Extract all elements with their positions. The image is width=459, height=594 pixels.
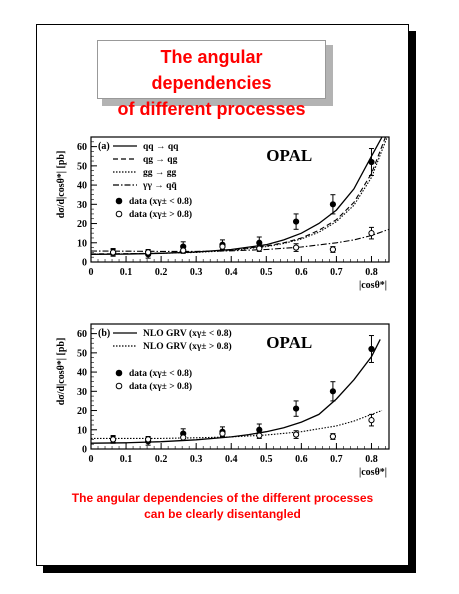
legend-label: qg → qg (143, 155, 178, 165)
x-tick-label: 0.5 (260, 267, 273, 278)
x-tick-label: 0 (89, 267, 94, 278)
x-tick-label: 0.6 (295, 267, 308, 278)
data-point (256, 432, 263, 439)
data-point (292, 431, 300, 438)
legend-label: NLO GRV (xγ± > 0.8) (143, 341, 232, 352)
title-line-2: of different processes (117, 99, 306, 119)
panel-label: (a) (98, 141, 110, 152)
legend-marker (115, 210, 123, 218)
x-tick-label: 0 (89, 454, 94, 465)
y-tick-label: 40 (77, 181, 87, 192)
experiment-label: OPAL (266, 146, 312, 165)
y-tick-label: 40 (77, 368, 87, 379)
data-point (180, 434, 187, 441)
x-tick-label: 0.7 (330, 454, 343, 465)
x-tick-label: 0.4 (225, 454, 238, 465)
legend-label: data (xγ± > 0.8) (129, 381, 192, 392)
legend-label: NLO GRV (xγ± < 0.8) (143, 328, 232, 339)
data-point (329, 201, 337, 208)
y-tick-label: 0 (82, 445, 87, 456)
x-tick-label: 0.5 (260, 454, 273, 465)
y-tick-label: 20 (77, 406, 87, 417)
series-line (90, 136, 387, 255)
data-point (219, 430, 226, 437)
data-point (109, 436, 117, 443)
data-point (329, 388, 337, 395)
legend-label: data (xγ± < 0.8) (129, 196, 192, 207)
y-tick-label: 60 (77, 329, 87, 340)
data-point (368, 158, 375, 166)
legend-label: qq → qq (143, 142, 179, 152)
x-tick-label: 0.2 (155, 454, 168, 465)
legend-label: data (xγ± > 0.8) (129, 209, 192, 220)
data-point (292, 405, 300, 412)
data-point (256, 245, 263, 252)
y-tick-label: 10 (77, 238, 87, 249)
x-tick-label: 0.4 (225, 267, 238, 278)
data-point (292, 218, 300, 225)
series-line (90, 136, 388, 255)
y-axis-label: dσ/d|cosθ*| [pb] (56, 338, 67, 406)
data-point (329, 246, 337, 253)
x-tick-label: 0.2 (155, 267, 168, 278)
legend-label: γγ → qq̄ (142, 181, 177, 191)
title-line-1: The angular dependencies (151, 47, 272, 93)
data-point (256, 239, 263, 246)
data-point (219, 243, 226, 250)
chart-panel-b: 0 0.1 0.2 0.3 0.4 0.5 0.6 0.7 0.8 0 10 20 30 40 50 60 |c… (56, 323, 390, 478)
x-tick-label: 0.1 (120, 267, 133, 278)
y-axis-label: dσ/d|cosθ*| [pb] (56, 151, 67, 219)
x-axis-label: |cosθ*| (359, 467, 387, 478)
series-line (90, 339, 381, 444)
data-point (292, 244, 300, 251)
data-point (180, 247, 187, 254)
data-point (256, 426, 263, 433)
data-point (368, 417, 375, 424)
experiment-label: OPAL (266, 333, 312, 352)
caption-line-2: can be clearly disentangled (144, 507, 301, 521)
legend-marker (115, 369, 123, 377)
y-tick-label: 0 (82, 258, 87, 269)
caption-line-1: The angular dependencies of the differen… (71, 491, 374, 505)
data-point (329, 433, 337, 440)
x-tick-label: 0.8 (365, 267, 378, 278)
series-line (90, 136, 383, 255)
legend-label: gg → gg (143, 168, 177, 178)
x-tick-label: 0.8 (365, 454, 378, 465)
slide-caption: The angular dependencies of the differen… (36, 490, 409, 522)
y-tick-label: 10 (77, 425, 87, 436)
y-tick-label: 50 (77, 348, 87, 359)
legend-marker (115, 197, 123, 205)
x-tick-label: 0.7 (330, 267, 343, 278)
x-axis-label: |cosθ*| (359, 280, 387, 291)
y-tick-label: 60 (77, 142, 87, 153)
data-point (368, 345, 375, 353)
x-tick-label: 0.1 (120, 454, 133, 465)
series-line (91, 409, 383, 439)
chart-panel-a: 0 0.1 0.2 0.3 0.4 0.5 0.6 0.7 0.8 0 10 20 30 40 50 60 |c… (56, 136, 390, 291)
x-tick-label: 0.3 (190, 454, 203, 465)
data-point (145, 249, 152, 256)
legend-marker (115, 382, 123, 390)
y-tick-label: 20 (77, 219, 87, 230)
title-box: The angular dependencies of different pr… (97, 40, 326, 119)
legend-label: data (xγ± < 0.8) (129, 368, 192, 379)
y-tick-label: 30 (77, 200, 87, 211)
x-tick-label: 0.3 (190, 267, 203, 278)
data-point (145, 436, 152, 443)
y-tick-label: 50 (77, 161, 87, 172)
x-tick-label: 0.6 (295, 454, 308, 465)
slide (36, 24, 409, 566)
panel-label: (b) (98, 328, 110, 339)
data-point (368, 230, 375, 237)
y-tick-label: 30 (77, 387, 87, 398)
data-point (109, 249, 117, 256)
